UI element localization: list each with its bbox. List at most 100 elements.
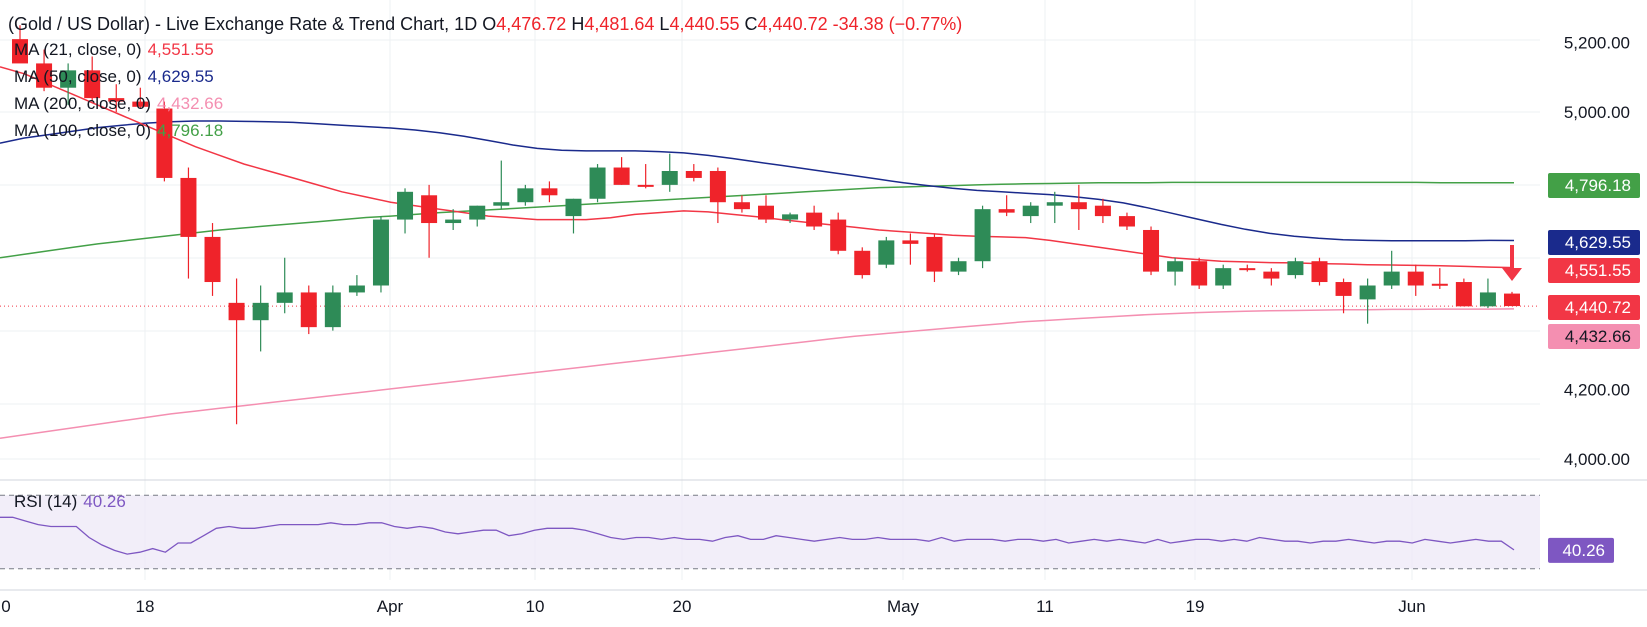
candle-body bbox=[372, 219, 389, 286]
candle-body bbox=[1287, 261, 1304, 276]
candle-body bbox=[637, 184, 654, 187]
candle-body bbox=[204, 236, 221, 283]
price-badge-label: 4,551.55 bbox=[1565, 261, 1631, 280]
ma100-legend[interactable]: MA (100, close, 0) 4,796.18 bbox=[14, 121, 223, 141]
price-tick-label: 5,200.00 bbox=[1564, 34, 1630, 53]
price-badge-label: 4,440.72 bbox=[1565, 298, 1631, 317]
candle-body bbox=[1383, 271, 1400, 286]
arrow-head bbox=[1502, 268, 1522, 281]
candle-body bbox=[926, 236, 943, 272]
price-tick-label: 4,000.00 bbox=[1564, 450, 1630, 469]
rsi-legend[interactable]: RSI (14) 40.26 bbox=[14, 492, 126, 512]
time-tick-label: May bbox=[887, 597, 920, 616]
candle-body bbox=[1335, 282, 1352, 296]
candle-body bbox=[445, 219, 462, 224]
time-tick-label: 20 bbox=[673, 597, 692, 616]
rsi-band-fill bbox=[0, 495, 1540, 569]
candle-body bbox=[733, 202, 750, 210]
down-arrow-icon bbox=[1502, 245, 1522, 281]
candle-body bbox=[1094, 205, 1111, 217]
candle-body bbox=[228, 302, 245, 321]
rsi-badge bbox=[1548, 537, 1614, 563]
time-axis[interactable]: 0 18 Apr 10 20 May 11 19 Jun bbox=[1, 597, 1425, 616]
candle-body bbox=[589, 167, 606, 199]
candle-body bbox=[108, 98, 125, 102]
candle-body bbox=[156, 108, 173, 178]
candle-body bbox=[541, 188, 558, 196]
candle-body bbox=[1191, 261, 1208, 286]
candle-body bbox=[1407, 271, 1424, 286]
ma50-legend[interactable]: MA (50, close, 0) 4,629.55 bbox=[14, 67, 214, 87]
price-badge bbox=[1548, 258, 1640, 283]
candle-body bbox=[998, 209, 1015, 213]
candle-body bbox=[1070, 202, 1087, 210]
ma100-value: 4,796.18 bbox=[157, 121, 224, 140]
chart-grid bbox=[0, 0, 1540, 580]
ma200-label: MA (200, close, 0) bbox=[14, 94, 152, 113]
ma21-value: 4,551.55 bbox=[147, 40, 214, 59]
candle-body bbox=[1143, 229, 1160, 272]
ma200-line bbox=[0, 308, 1515, 439]
ma100-line bbox=[0, 181, 1515, 259]
time-tick-label: 0 bbox=[1, 597, 10, 616]
candle-body bbox=[758, 205, 774, 220]
ma100-label: MA (100, close, 0) bbox=[14, 121, 152, 140]
candle-body bbox=[1022, 205, 1039, 217]
price-badge bbox=[1548, 295, 1640, 320]
candle-body bbox=[806, 212, 823, 227]
candle-body bbox=[613, 167, 630, 185]
candle-body bbox=[1504, 293, 1520, 307]
time-tick-label: 19 bbox=[1186, 597, 1205, 616]
ma200-legend[interactable]: MA (200, close, 0) 4,432.66 bbox=[14, 94, 223, 114]
price-badge-label: 4,629.55 bbox=[1565, 233, 1631, 252]
candle-body bbox=[1215, 268, 1232, 286]
candle-body bbox=[12, 39, 28, 64]
candle-body bbox=[493, 202, 510, 206]
high-label: H bbox=[571, 14, 585, 34]
time-tick-label: 10 bbox=[526, 597, 545, 616]
candle-body bbox=[661, 170, 678, 185]
time-tick-label: 11 bbox=[1036, 597, 1054, 616]
low-value: 4,440.55 bbox=[669, 14, 740, 34]
candle-body bbox=[565, 198, 582, 217]
price-badges: 4,796.18 4,629.55 4,551.55 4,440.72 4,432.66… bbox=[1548, 173, 1640, 563]
price-tick-label: 4,200.00 bbox=[1564, 381, 1630, 400]
open-label: O bbox=[482, 14, 497, 34]
candle-body bbox=[421, 195, 438, 224]
candle-body bbox=[132, 101, 149, 107]
low-label: L bbox=[659, 14, 670, 34]
rsi-line bbox=[0, 516, 1515, 555]
candle-body bbox=[469, 205, 486, 220]
symbol-title[interactable]: (Gold / US Dollar) - Live Exchange Rate … bbox=[8, 14, 478, 34]
price-badge-label: 4,432.66 bbox=[1565, 327, 1631, 346]
candle-body bbox=[276, 292, 293, 303]
ma50-label: MA (50, close, 0) bbox=[14, 67, 142, 86]
close-value: 4,440.72 bbox=[757, 14, 828, 34]
candle-body bbox=[324, 292, 341, 328]
price-axis[interactable]: 5,200.00 5,000.00 4,200.00 4,000.00 bbox=[1564, 34, 1630, 469]
candle-body bbox=[1455, 282, 1472, 307]
candle-body bbox=[950, 261, 967, 272]
price-badge bbox=[1548, 324, 1640, 349]
change-value: -34.38 (−0.77%) bbox=[832, 14, 963, 34]
candle-body bbox=[180, 177, 197, 237]
candle-body bbox=[830, 219, 847, 251]
ma21-legend[interactable]: MA (21, close, 0) 4,551.55 bbox=[14, 40, 214, 60]
candle-body bbox=[252, 302, 269, 321]
candle-body bbox=[348, 285, 365, 293]
moving-average-lines bbox=[0, 66, 1540, 439]
candlestick-series bbox=[12, 25, 1520, 425]
candle-body bbox=[1239, 268, 1256, 271]
candle-body bbox=[300, 292, 317, 328]
price-badge bbox=[1548, 230, 1640, 255]
candle-body bbox=[782, 214, 799, 220]
candle-body bbox=[1359, 285, 1376, 300]
candle-body bbox=[1263, 271, 1280, 279]
candle-body bbox=[517, 188, 534, 203]
candle-body bbox=[902, 240, 919, 244]
candle-body bbox=[84, 70, 101, 99]
ma200-value: 4,432.66 bbox=[157, 94, 224, 113]
rsi-value: 40.26 bbox=[83, 492, 126, 511]
candle-body bbox=[854, 250, 871, 276]
